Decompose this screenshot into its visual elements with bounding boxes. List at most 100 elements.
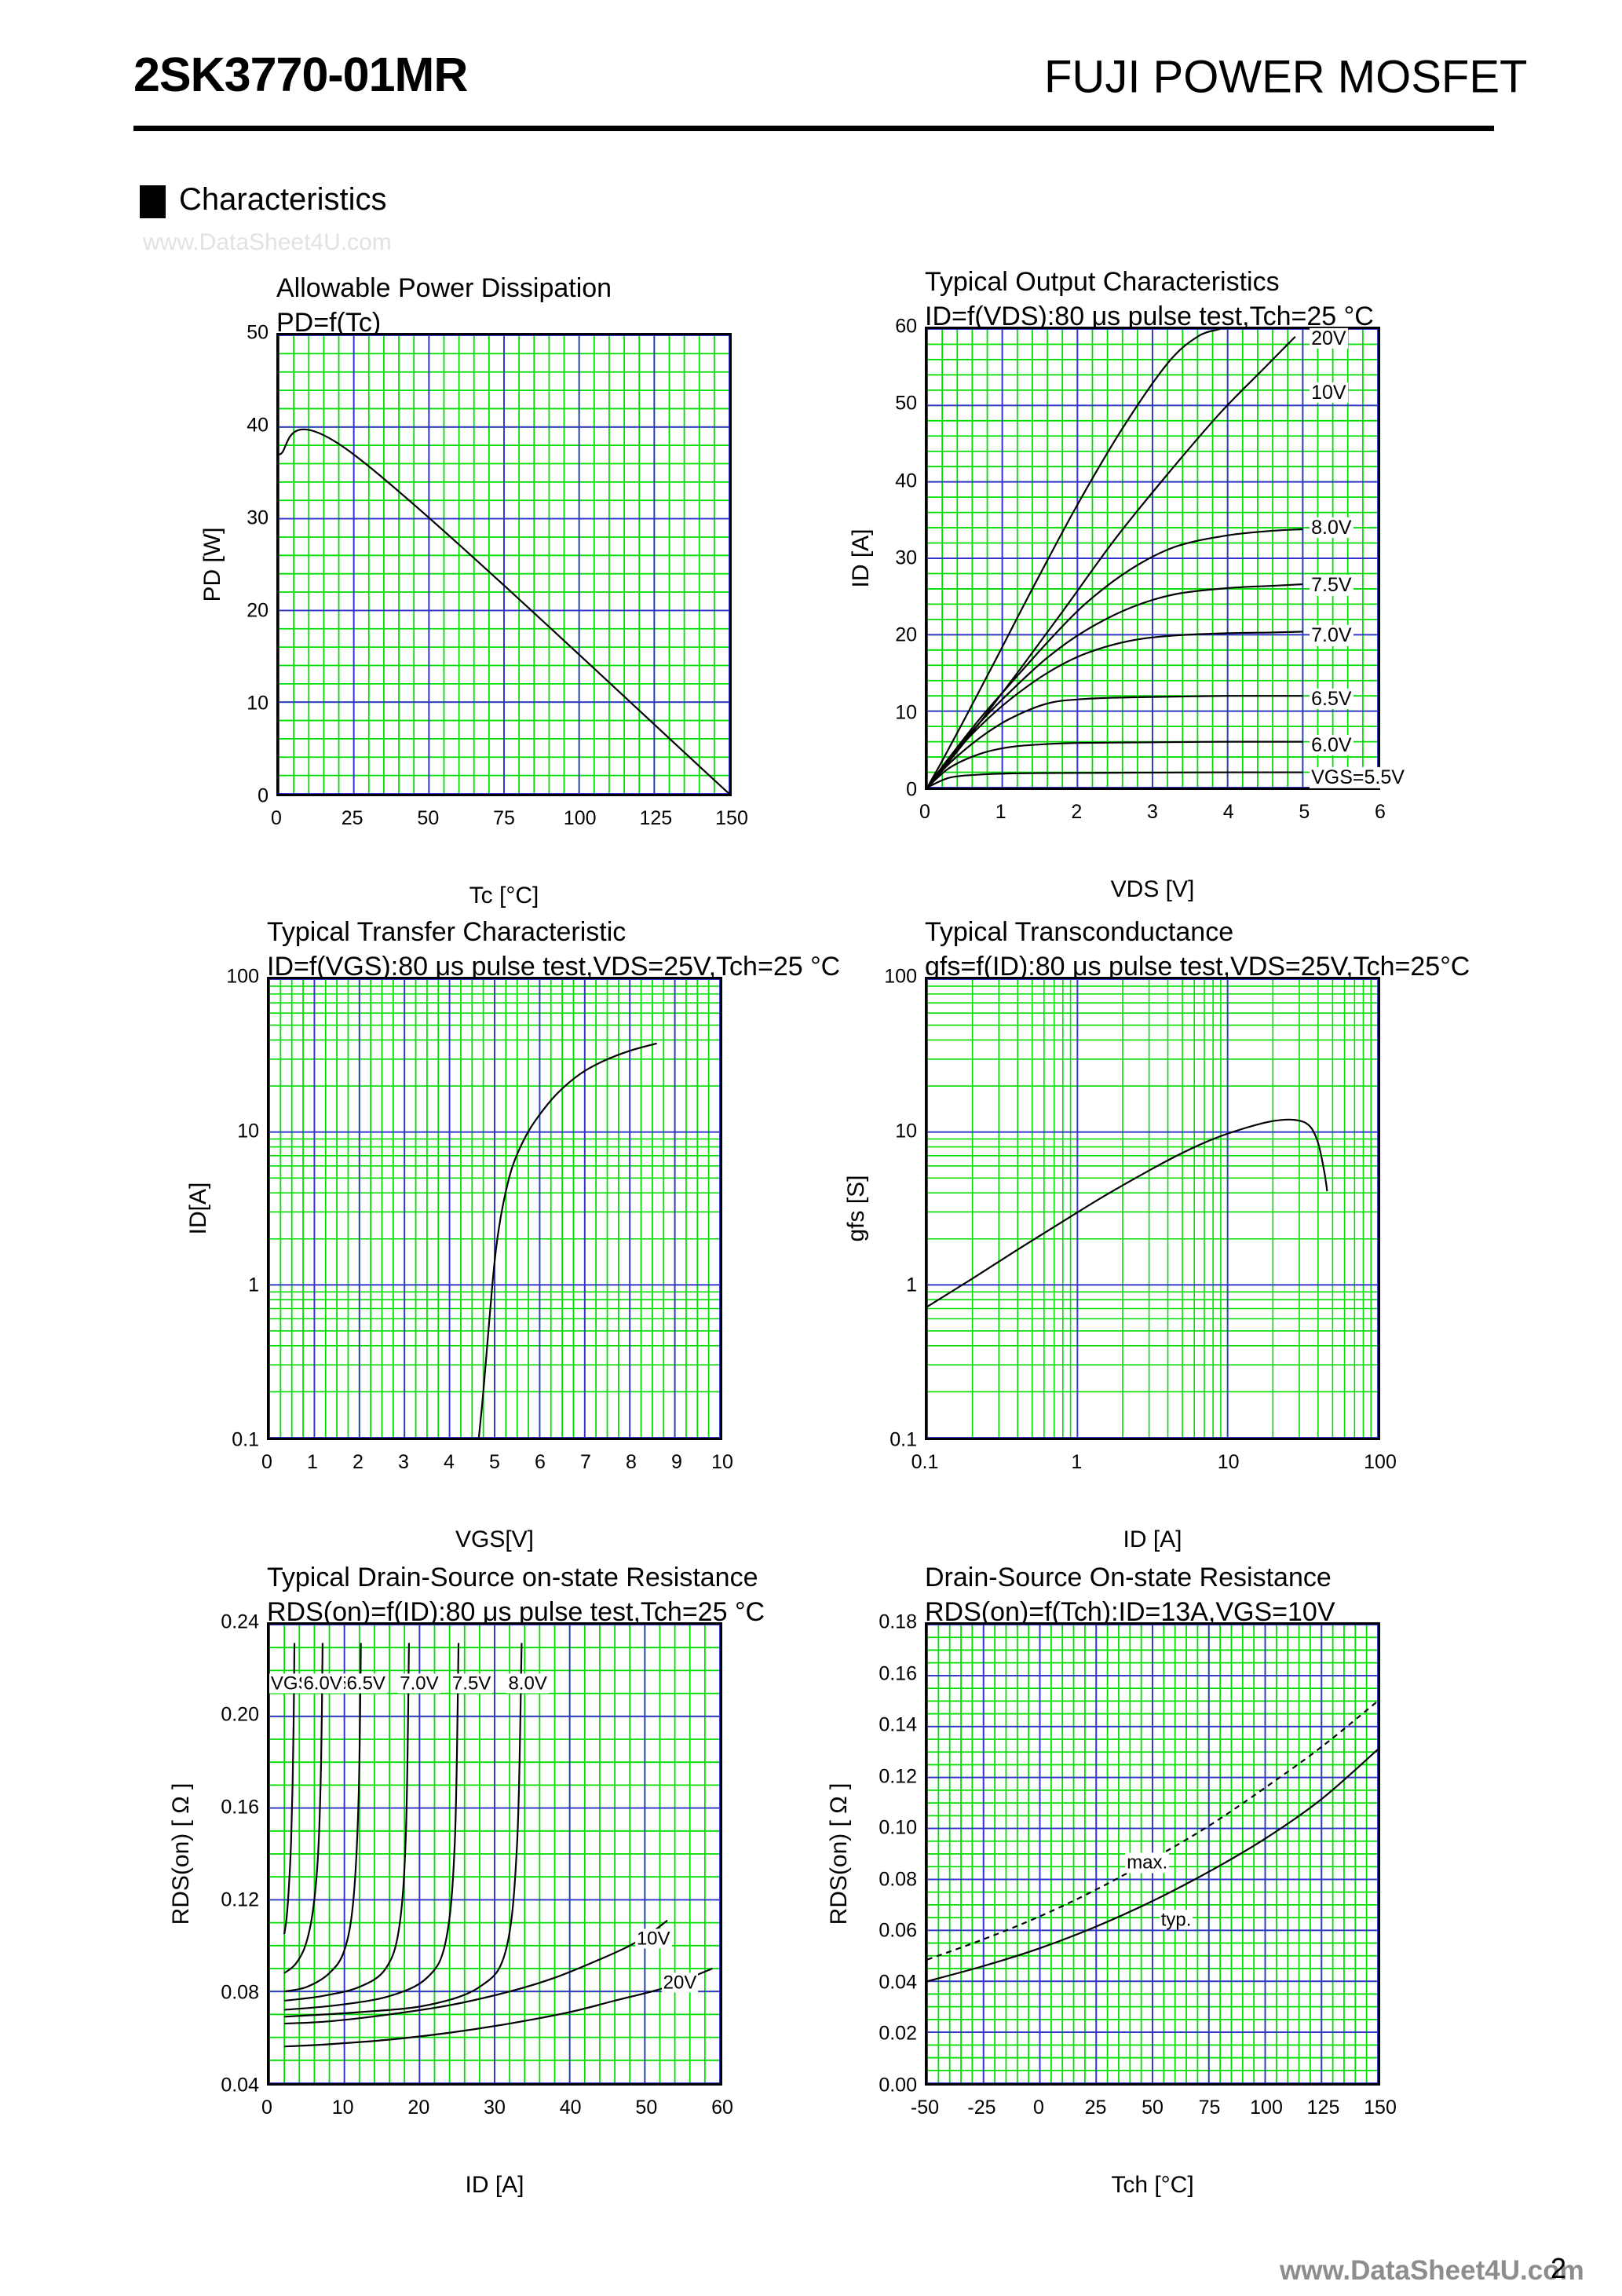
y-axis-tick-label: 20 [895, 623, 917, 646]
y-axis-tick-label: 50 [247, 321, 269, 344]
x-axis-label: VDS [V] [1110, 876, 1195, 902]
curve-label: max. [1125, 1852, 1170, 1874]
x-axis-tick-label: 50 [635, 2097, 658, 2119]
x-axis-label: Tch [°C] [1111, 2172, 1194, 2198]
plot-area [925, 977, 1380, 1440]
curve-7.5V [927, 583, 1303, 788]
y-axis-tick-label: 0.1 [890, 1428, 917, 1451]
chart-title: Typical Drain-Source on-state Resistance [267, 1563, 758, 1592]
y-axis-tick-label: 10 [247, 692, 269, 715]
x-axis-tick-label: 6 [1375, 801, 1386, 823]
y-axis-label: gfs [S] [843, 1175, 869, 1242]
y-axis-tick-label: 0.16 [221, 1796, 259, 1819]
curve-6.0V [927, 740, 1303, 788]
y-axis-tick-label: 20 [247, 599, 269, 622]
chart-subtitle: RDS(on)=f(ID):80 μs pulse test,Tch=25 °C [267, 1597, 765, 1627]
y-axis-tick-label: 0.08 [879, 1868, 917, 1891]
curve-6.5V [927, 695, 1303, 788]
curve-7.0V [927, 631, 1303, 788]
x-axis-tick-label: 75 [1198, 2097, 1221, 2119]
y-axis-tick-label: 0 [906, 778, 917, 801]
y-axis-tick-label: 0 [258, 784, 269, 807]
x-axis-tick-label: 100 [563, 807, 597, 829]
curve-label: 6.5V [345, 1673, 387, 1695]
y-axis-tick-label: 0.12 [221, 1888, 259, 1911]
x-axis-tick-label: 2 [353, 1451, 363, 1473]
chart-subtitle: RDS(on)=f(Tch):ID=13A,VGS=10V [925, 1597, 1335, 1627]
curve-7.0V [283, 1643, 411, 2002]
x-axis-tick-label: 125 [1306, 2097, 1340, 2119]
page-title: 2SK3770-01MR [133, 48, 468, 101]
x-axis-tick-label: 7 [580, 1451, 591, 1473]
x-axis-tick-label: 0 [1033, 2097, 1044, 2119]
curve-label: 6.0V [301, 1673, 344, 1695]
curve-max. [927, 1700, 1378, 1961]
y-axis-tick-label: 0.18 [879, 1610, 917, 1633]
x-axis-tick-label: 0 [271, 807, 282, 829]
x-axis-tick-label: 8 [626, 1451, 637, 1473]
x-axis-tick-label: 25 [1084, 2097, 1107, 2119]
plot-area [267, 977, 722, 1440]
x-axis-tick-label: 75 [493, 807, 515, 829]
curve-20V [927, 329, 1221, 788]
curve-label: 6.5V [1310, 687, 1353, 710]
chart-title: Drain-Source On-state Resistance [925, 1563, 1332, 1592]
curve-label: 10V [634, 1928, 672, 1950]
y-axis-tick-label: 0.16 [879, 1662, 917, 1685]
y-axis-tick-label: 40 [247, 414, 269, 437]
y-axis-tick-label: 30 [895, 547, 917, 569]
curve-10V [284, 1919, 668, 2025]
x-axis-tick-label: 125 [639, 807, 673, 829]
x-axis-tick-label: 10 [711, 1451, 733, 1473]
x-axis-tick-label: 20 [407, 2097, 430, 2119]
plot-area [267, 1622, 722, 2086]
y-axis-tick-label: 0.02 [879, 2022, 917, 2045]
x-axis-tick-label: 100 [1364, 1451, 1397, 1473]
curve-label: typ. [1159, 1908, 1193, 1930]
x-axis-tick-label: 0.1 [911, 1451, 939, 1473]
curve-label: 10V [1310, 381, 1348, 404]
page-header: 2SK3770-01MR FUJI POWER MOSFET [0, 0, 1622, 149]
chart-subtitle: ID=f(VGS):80 μs pulse test,VDS=25V,Tch=2… [267, 952, 841, 982]
x-axis-tick-label: 3 [398, 1451, 409, 1473]
y-axis-tick-label: 10 [237, 1120, 259, 1143]
x-axis-tick-label: 1 [307, 1451, 318, 1473]
y-axis-tick-label: 60 [895, 315, 917, 338]
x-axis-tick-label: 40 [559, 2097, 582, 2119]
curve-label: 8.0V [1310, 516, 1353, 539]
y-axis-tick-label: 0.10 [879, 1816, 917, 1839]
curve-label: 7.5V [1310, 574, 1353, 597]
curve-label: 8.0V [506, 1673, 549, 1695]
curve-6.0V [283, 1643, 324, 1974]
x-axis-tick-label: 2 [1071, 801, 1083, 823]
y-axis-tick-label: 0.06 [879, 1919, 917, 1942]
x-axis-tick-label: -50 [910, 2097, 940, 2119]
x-axis-label: ID [A] [1123, 1526, 1182, 1552]
y-axis-tick-label: 1 [906, 1274, 917, 1296]
y-axis-tick-label: 0.20 [221, 1703, 259, 1726]
curve-8.0V [927, 528, 1303, 788]
y-axis-tick-label: 1 [248, 1274, 259, 1296]
x-axis-tick-label: -25 [967, 2097, 996, 2119]
x-axis-tick-label: 4 [444, 1451, 455, 1473]
y-axis-tick-label: 100 [884, 965, 917, 988]
curve-ID [477, 1042, 657, 1438]
curve-8.0V [284, 1643, 523, 2018]
curve-7.5V [284, 1643, 460, 2011]
y-axis-label: ID [A] [848, 528, 874, 588]
curve-label: VGS=5.5V [1310, 766, 1406, 789]
y-axis-tick-label: 0.04 [879, 1971, 917, 1994]
y-axis-tick-label: 0.08 [221, 1981, 259, 2004]
section-heading: Characteristics [179, 182, 387, 217]
curve-VGS=5.5V [927, 771, 1303, 788]
x-axis-tick-label: 50 [417, 807, 440, 829]
curve-PD [279, 428, 729, 794]
y-axis-tick-label: 30 [247, 506, 269, 529]
curve-label: 6.0V [1310, 733, 1353, 756]
curve-typ. [927, 1749, 1378, 1983]
x-axis-tick-label: 4 [1222, 801, 1234, 823]
chart-title: Typical Transfer Characteristic [267, 917, 627, 947]
section-marker-icon [140, 185, 166, 218]
y-axis-label: ID[A] [185, 1182, 211, 1235]
